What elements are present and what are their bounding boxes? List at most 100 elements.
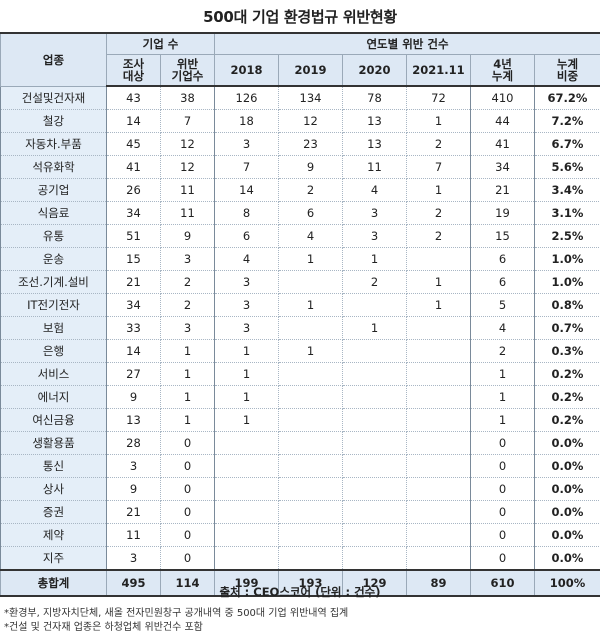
cell-surveyed: 34 — [106, 293, 161, 317]
cell-2021: 2 — [406, 201, 471, 225]
violations-table-container: 업종 기업 수 연도별 위반 건수 조사 대상 위반 기업수 2018 2019 2… — [0, 32, 600, 597]
cell-share: 0.0% — [533, 431, 600, 455]
cell-2021: 7 — [406, 155, 471, 179]
cell-2018 — [214, 431, 279, 455]
cell-violators: 3 — [160, 247, 215, 271]
header-year-2018: 2018 — [214, 54, 279, 87]
cell-industry: 식음료 — [0, 201, 107, 225]
cell-industry: 자동차.부품 — [0, 132, 107, 156]
cell-surveyed: 51 — [106, 224, 161, 248]
cell-2019: 1 — [278, 247, 343, 271]
cell-2018: 7 — [214, 155, 279, 179]
cell-industry: 운송 — [0, 247, 107, 271]
cell-industry: 철강 — [0, 109, 107, 133]
table-row: 지주 3 0 0 0.0% — [0, 546, 600, 571]
cell-2021: 1 — [406, 293, 471, 317]
cell-share: 0.0% — [533, 454, 600, 478]
cell-surveyed: 13 — [106, 408, 161, 432]
cell-surveyed: 27 — [106, 362, 161, 386]
table-row: 여신금융 13 1 1 1 0.2% — [0, 408, 600, 432]
cell-2018: 3 — [214, 316, 279, 340]
cell-2019: 9 — [278, 155, 343, 179]
cell-cumulative: 5 — [470, 293, 535, 317]
footnote: *환경부, 지방자치단체, 새올 전자민원창구 공개내역 중 500대 기업 위… — [4, 608, 349, 619]
cell-2018: 18 — [214, 109, 279, 133]
cell-industry: 증권 — [0, 500, 107, 524]
cell-industry: 석유화학 — [0, 155, 107, 179]
cell-2021: 1 — [406, 270, 471, 294]
cell-surveyed: 14 — [106, 339, 161, 363]
cell-2021: 2 — [406, 132, 471, 156]
cell-violators: 0 — [160, 431, 215, 455]
cell-2018: 6 — [214, 224, 279, 248]
cell-violators: 1 — [160, 408, 215, 432]
cell-2018: 1 — [214, 339, 279, 363]
cell-cumulative: 19 — [470, 201, 535, 225]
cell-violators: 38 — [160, 85, 215, 110]
cell-2018: 1 — [214, 385, 279, 409]
cell-cumulative: 0 — [470, 500, 535, 524]
table-row: 은행 14 1 1 1 2 0.3% — [0, 339, 600, 363]
cell-2020 — [342, 431, 407, 455]
cell-violators: 1 — [160, 362, 215, 386]
cell-share: 0.2% — [533, 385, 600, 409]
cell-2020: 13 — [342, 109, 407, 133]
cell-share: 1.0% — [533, 247, 600, 271]
cell-surveyed: 26 — [106, 178, 161, 202]
cell-cumulative: 2 — [470, 339, 535, 363]
cell-cumulative: 410 — [470, 85, 535, 110]
page-title: 500대 기업 환경법규 위반현황 — [203, 8, 397, 26]
cell-2020: 2 — [342, 270, 407, 294]
cell-surveyed: 3 — [106, 454, 161, 478]
cell-2018: 3 — [214, 270, 279, 294]
cell-violators: 0 — [160, 454, 215, 478]
header-year-2020: 2020 — [342, 54, 407, 87]
cell-2019 — [278, 385, 343, 409]
cell-violators: 2 — [160, 270, 215, 294]
cell-industry: 생활용품 — [0, 431, 107, 455]
header-industry: 업종 — [0, 32, 107, 87]
cell-cumulative: 0 — [470, 454, 535, 478]
table-row: 제약 11 0 0 0.0% — [0, 523, 600, 547]
cell-industry: 은행 — [0, 339, 107, 363]
cell-industry: 상사 — [0, 477, 107, 501]
cell-surveyed: 34 — [106, 201, 161, 225]
cell-2021 — [406, 408, 471, 432]
cell-2020 — [342, 293, 407, 317]
header-cumulative: 4년 누계 — [470, 54, 535, 87]
cell-share: 0.0% — [533, 546, 600, 571]
cell-industry: 조선.기계.설비 — [0, 270, 107, 294]
cell-2021: 1 — [406, 109, 471, 133]
cell-2019 — [278, 477, 343, 501]
cell-2021 — [406, 431, 471, 455]
cell-2019 — [278, 362, 343, 386]
cell-violators: 7 — [160, 109, 215, 133]
table-row: 에너지 9 1 1 1 0.2% — [0, 385, 600, 409]
cell-2018 — [214, 523, 279, 547]
table-row: 증권 21 0 0 0.0% — [0, 500, 600, 524]
cell-share: 0.8% — [533, 293, 600, 317]
cell-2021 — [406, 523, 471, 547]
cell-share: 0.3% — [533, 339, 600, 363]
cell-surveyed: 15 — [106, 247, 161, 271]
table-row: 조선.기계.설비 21 2 3 2 1 6 1.0% — [0, 270, 600, 294]
cell-share: 2.5% — [533, 224, 600, 248]
cell-cumulative: 15 — [470, 224, 535, 248]
cell-cumulative: 0 — [470, 431, 535, 455]
cell-cumulative: 41 — [470, 132, 535, 156]
cell-cumulative: 1 — [470, 362, 535, 386]
cell-share: 5.6% — [533, 155, 600, 179]
cell-cumulative: 21 — [470, 178, 535, 202]
cell-surveyed: 43 — [106, 85, 161, 110]
cell-2019: 1 — [278, 339, 343, 363]
cell-2019: 6 — [278, 201, 343, 225]
cell-2021: 72 — [406, 85, 471, 110]
cell-share: 0.7% — [533, 316, 600, 340]
cell-cumulative: 0 — [470, 523, 535, 547]
cell-2018: 14 — [214, 178, 279, 202]
cell-industry: IT전기전자 — [0, 293, 107, 317]
cell-2018: 126 — [214, 85, 279, 110]
cell-violators: 0 — [160, 546, 215, 571]
cell-industry: 에너지 — [0, 385, 107, 409]
totals-2019: 193 — [278, 569, 343, 597]
